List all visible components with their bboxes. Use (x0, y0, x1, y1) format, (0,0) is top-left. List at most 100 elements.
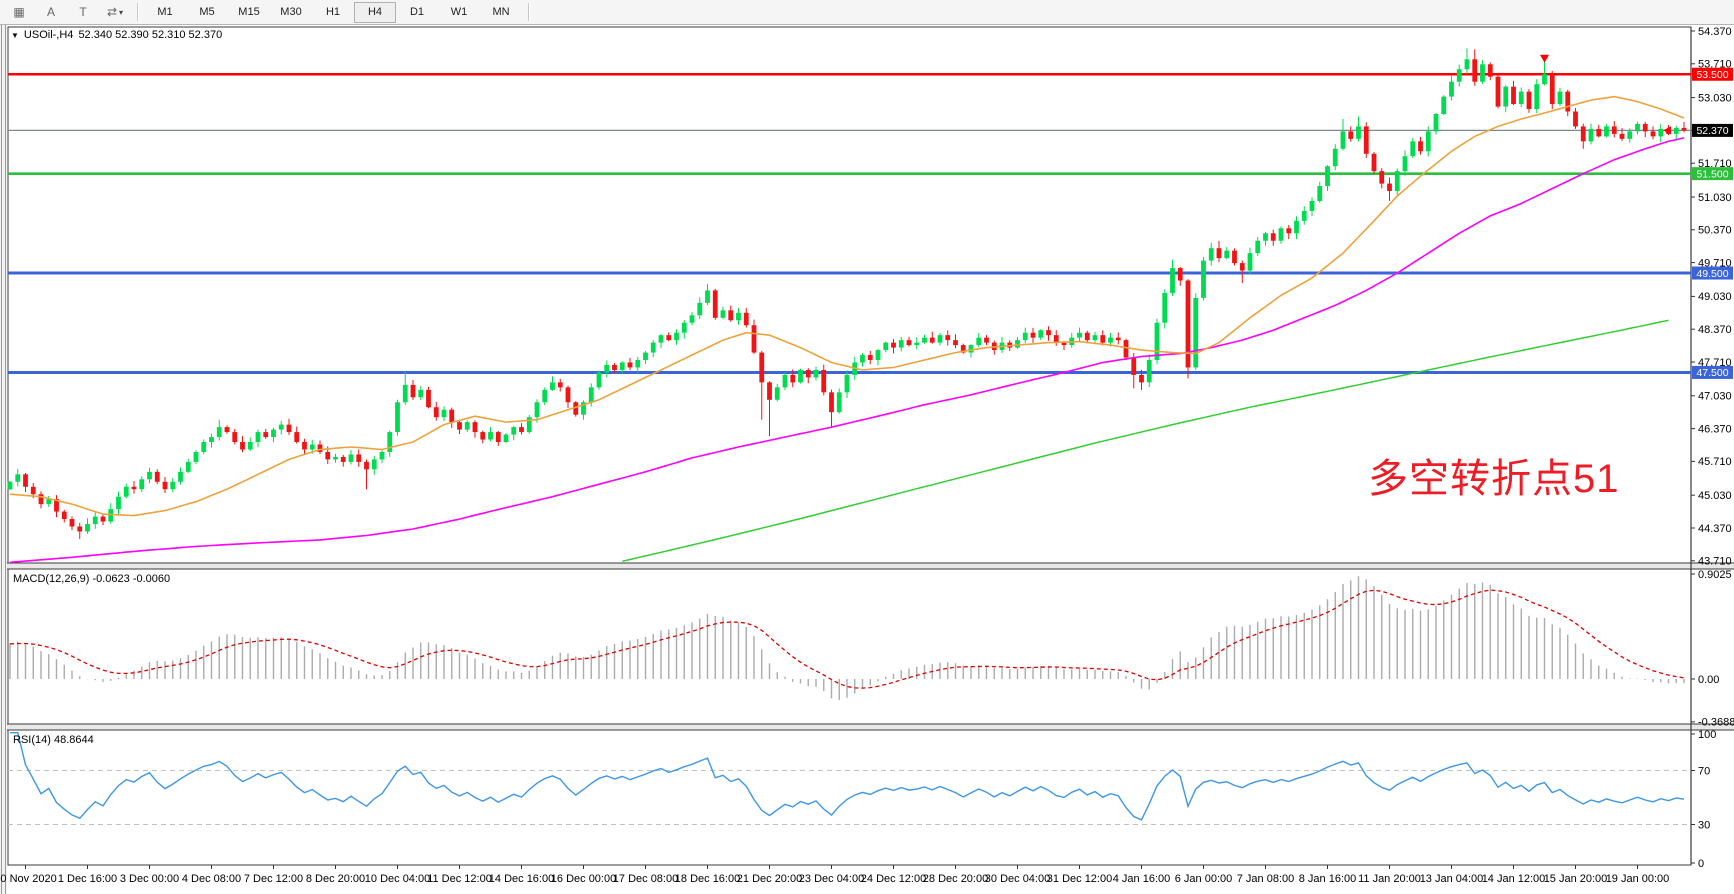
candle-body (526, 417, 532, 433)
candle-body (1185, 280, 1191, 368)
candle-body (805, 369, 811, 378)
candle-body (1015, 340, 1020, 348)
timeframe-button-m5[interactable]: M5 (199, 6, 215, 18)
candle-body (1456, 69, 1462, 82)
candle-body (1270, 233, 1276, 241)
candle-body (1619, 133, 1625, 139)
candle-body (984, 337, 989, 343)
main-panel[interactable] (7, 26, 1692, 564)
candle-body (302, 442, 307, 450)
candle-body (379, 451, 385, 460)
price-tick-label: 49.030 (1698, 291, 1732, 303)
candle-body (263, 432, 269, 438)
arrows-tool-icon[interactable]: ⇄ ▾ (106, 5, 124, 19)
candle-body (480, 432, 486, 440)
rsi-tick-label: 70 (1698, 765, 1710, 777)
candle-body (1201, 260, 1206, 298)
candle-body (325, 451, 331, 460)
time-tick-label: 31 Dec 12:00 (1047, 873, 1112, 885)
symbol-period-label: USOil-,H4 (23, 29, 74, 41)
candle-body (1146, 360, 1152, 383)
price-tick-label: 43.710 (1698, 556, 1732, 568)
timeframe-group: M1 M5 M15 M30 H1 H4 D1 W1 MN (144, 1, 522, 23)
candle-body (860, 355, 865, 363)
candle-body (1495, 76, 1501, 107)
candle-body (1348, 131, 1354, 139)
candle-body (1108, 337, 1113, 343)
candle-body (1100, 335, 1106, 343)
candle-body (867, 355, 873, 361)
price-badge: 49.500 (1696, 268, 1728, 280)
time-tick-label: 4 Dec 08:00 (182, 873, 241, 885)
timeframe-button-mn[interactable]: MN (492, 6, 510, 18)
rsi-tick-label: 100 (1698, 729, 1716, 741)
timeframe-button-h4[interactable]: H4 (354, 1, 396, 23)
candle-body (1557, 91, 1563, 105)
candle-body (751, 325, 757, 353)
candle-body (1061, 342, 1067, 346)
price-tick-label: 51.030 (1698, 192, 1732, 204)
candle-body (488, 432, 493, 440)
time-tick-label: 16 Dec 00:00 (551, 873, 616, 885)
time-tick-label: 14 Dec 16:00 (489, 873, 554, 885)
macd-tick-label: -0.3688 (1698, 717, 1734, 729)
timeframe-button-w1[interactable]: W1 (450, 6, 468, 18)
text-label-icon[interactable]: T (79, 5, 87, 19)
macd-panel[interactable] (7, 568, 1692, 725)
candle-body (395, 402, 400, 433)
timeframe-button-d1[interactable]: D1 (409, 6, 425, 18)
candle-body (1030, 332, 1036, 338)
candle-body (1177, 268, 1183, 281)
candlestick-series (7, 48, 1687, 539)
panel-splitter[interactable] (0, 724, 1734, 730)
dropdown-caret-icon[interactable]: ▾ (119, 7, 124, 17)
candle-body (46, 499, 52, 505)
candle-body (705, 290, 710, 303)
timeframe-button-h1[interactable]: H1 (325, 6, 341, 18)
timeframe-button-m15[interactable]: M15 (238, 6, 260, 18)
candle-body (922, 337, 927, 343)
candle-body (635, 360, 641, 368)
panel-splitter[interactable] (0, 563, 1734, 569)
price-tick-label: 50.370 (1698, 225, 1732, 237)
candle-body (681, 322, 687, 333)
candle-body (1115, 337, 1121, 341)
macd-tick-label: 0.00 (1698, 674, 1719, 686)
chart-window[interactable]: 54.370 53.710 53.030 52.370 51.710 51.030 50.3… (0, 25, 1734, 894)
candle-body (131, 486, 137, 490)
price-badge: 53.500 (1696, 69, 1728, 81)
time-tick-label: 7 Dec 12:00 (244, 873, 303, 885)
candle-body (1363, 126, 1369, 154)
candle-body (658, 335, 664, 343)
price-tick-label: 45.710 (1698, 456, 1732, 468)
candle-body (1216, 248, 1222, 259)
rsi-panel-content (8, 732, 1691, 825)
time-tick-label: 24 Dec 12:00 (861, 873, 926, 885)
time-tick-label: 14 Jan 12:00 (1482, 873, 1546, 885)
object-tools-group: ▦ A T ⇄ ▾ (3, 1, 131, 23)
candle-body (1588, 128, 1594, 142)
candle-body (387, 432, 393, 452)
price-tick-label: 47.710 (1698, 357, 1732, 369)
candle-body (720, 310, 726, 318)
text-insert-icon[interactable]: A (46, 5, 55, 19)
chart-markers (1540, 54, 1671, 135)
timeframe-button-m30[interactable]: M30 (280, 6, 302, 18)
candle-body (1565, 91, 1571, 112)
text-annotation[interactable]: 多空转折点51 (1368, 457, 1620, 501)
candle-body (1046, 330, 1051, 336)
horizontal-levels[interactable] (8, 72, 1691, 374)
chart-canvas[interactable]: 54.370 53.710 53.030 52.370 51.710 51.030 50.3… (0, 25, 1734, 894)
grid-icon[interactable]: ▦ (13, 5, 25, 19)
left-gutter (0, 25, 7, 894)
candle-body (139, 479, 145, 490)
candle-body (774, 387, 780, 400)
price-pointer-icon (1663, 126, 1671, 135)
candle-body (1092, 335, 1098, 341)
toolbar-separator (528, 3, 529, 21)
timeframe-button-m1[interactable]: M1 (157, 6, 173, 18)
candle-body (1170, 268, 1175, 293)
candle-body (170, 481, 176, 490)
candle-body (61, 511, 67, 520)
collapse-arrow-icon[interactable]: ▼ (11, 30, 19, 40)
